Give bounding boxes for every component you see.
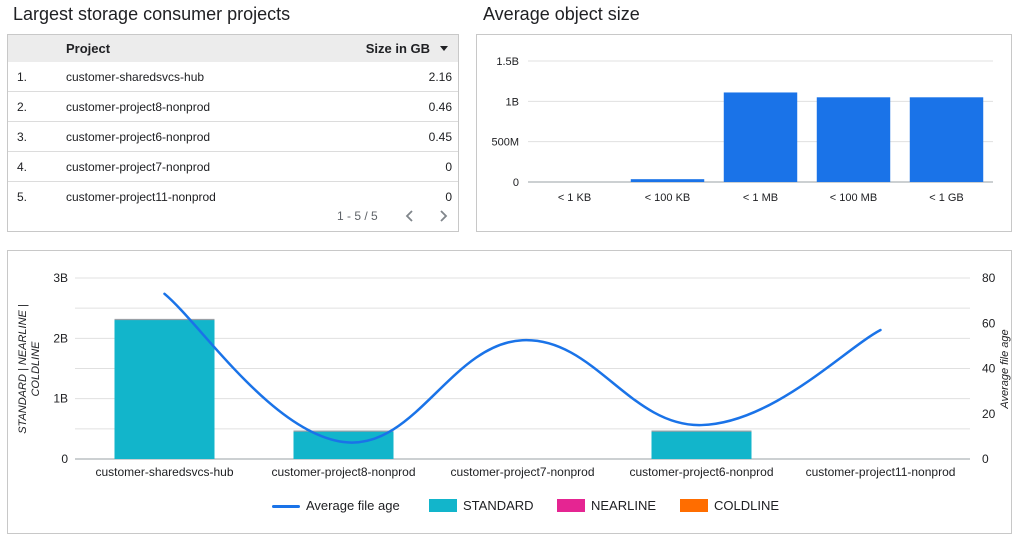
table-row[interactable]: 3. customer-project6-nonprod 0.45 [8, 121, 458, 151]
bar [816, 97, 891, 182]
object-size-chart-card: 0 500M 1B 1.5B < 1 KB < 100 KB < 1 MB < 100 MB <… [476, 34, 1012, 232]
projects-table: Project Size in GB 1. customer-sharedsvcs… [8, 35, 458, 211]
table-body: 1. customer-sharedsvcs-hub 2.16 2. customer-… [8, 62, 458, 211]
y-axis-title: STANDARD | NEARLINE |COLDLINE [17, 304, 42, 434]
chevron-left-icon[interactable] [397, 203, 423, 229]
legend-label: NEARLINE [591, 498, 657, 513]
bar-standard [114, 319, 215, 459]
y-tick-label: 0 [61, 452, 68, 466]
row-size: 0.46 [428, 100, 452, 114]
sort-descending-icon[interactable] [440, 46, 448, 51]
y-tick-label: 3B [53, 271, 68, 285]
x-tick-label: customer-project6-nonprod [629, 465, 773, 479]
projects-panel-title: Largest storage consumer projects [13, 4, 291, 24]
table-row[interactable]: 2. customer-project8-nonprod 0.46 [8, 91, 458, 121]
y2-tick-label: 20 [982, 407, 996, 421]
y-tick-label: 500M [491, 137, 519, 149]
bar [723, 92, 798, 182]
bar-standard [651, 430, 752, 459]
row-project: customer-project6-nonprod [66, 130, 211, 144]
x-tick-label: < 1 KB [558, 192, 591, 204]
table-row[interactable]: 5. customer-project11-nonprod 0 [8, 181, 458, 211]
legend-swatch-coldline [680, 499, 708, 512]
row-index: 4. [17, 160, 28, 174]
column-header-size[interactable]: Size in GB [365, 41, 430, 56]
chart-legend: Average file age STANDARD NEARLINE COLDL… [0, 496, 1012, 516]
row-project: customer-project8-nonprod [66, 100, 211, 114]
row-index: 3. [17, 130, 28, 144]
table-row[interactable]: 1. customer-sharedsvcs-hub 2.16 [8, 62, 458, 91]
y-axis-title-line: STANDARD | NEARLINE | [17, 304, 29, 434]
projects-table-card: Project Size in GB 1. customer-sharedsvcs… [7, 34, 459, 232]
bar [630, 179, 705, 182]
pagination-range: 1 - 5 / 5 [337, 209, 378, 223]
x-tick-label: < 100 KB [645, 192, 691, 204]
object-size-panel-title: Average object size [483, 4, 640, 24]
storage-class-chart: 0 1B 2B 3B 0 20 40 60 80 STANDARD | NEARLINE |COL… [17, 271, 1011, 479]
legend-swatch-line [272, 505, 300, 508]
legend-swatch-standard [429, 499, 457, 512]
y-tick-label: 1B [53, 392, 68, 406]
x-tick-label: < 1 MB [743, 192, 778, 204]
row-index: 2. [17, 100, 28, 114]
y-axis-title-line: COLDLINE [30, 341, 42, 397]
y-tick-label: 2B [53, 331, 68, 345]
x-tick-label: customer-project8-nonprod [271, 465, 415, 479]
legend-label: Average file age [306, 498, 400, 513]
y2-tick-label: 60 [982, 316, 996, 330]
row-size: 2.16 [428, 70, 452, 84]
y2-tick-label: 0 [982, 452, 989, 466]
row-project: customer-sharedsvcs-hub [66, 70, 205, 84]
chevron-right-icon[interactable] [430, 203, 456, 229]
row-size: 0 [445, 190, 452, 204]
x-tick-label: < 1 GB [929, 192, 964, 204]
y2-axis-title: Average file age [999, 329, 1011, 409]
column-header-project[interactable]: Project [66, 41, 111, 56]
row-index: 1. [17, 70, 28, 84]
row-size: 0 [445, 160, 452, 174]
x-tick-label: customer-project7-nonprod [450, 465, 594, 479]
bar [909, 97, 984, 182]
table-row[interactable]: 4. customer-project7-nonprod 0 [8, 151, 458, 181]
row-index: 5. [17, 190, 28, 204]
y-tick-label: 1.5B [496, 56, 519, 68]
x-tick-label: < 100 MB [830, 192, 877, 204]
y2-tick-label: 80 [982, 271, 996, 285]
legend-label: STANDARD [463, 498, 534, 513]
row-project: customer-project11-nonprod [66, 190, 216, 204]
pagination: 1 - 5 / 5 [337, 201, 457, 231]
bar-standard [293, 430, 394, 459]
x-tick-label: customer-sharedsvcs-hub [95, 465, 233, 479]
legend-swatch-nearline [557, 499, 585, 512]
object-size-chart: 0 500M 1B 1.5B < 1 KB < 100 KB < 1 MB < 100 MB <… [491, 56, 993, 204]
storage-class-chart-card: 0 1B 2B 3B 0 20 40 60 80 STANDARD | NEARLINE |COL… [7, 250, 1012, 534]
average-file-age-line [163, 292, 882, 444]
row-project: customer-project7-nonprod [66, 160, 211, 174]
y2-tick-label: 40 [982, 362, 996, 376]
table-header: Project Size in GB [8, 35, 458, 62]
x-tick-label: customer-project11-nonprod [806, 465, 956, 479]
y-tick-label: 1B [506, 96, 519, 108]
y-tick-label: 0 [513, 177, 519, 189]
row-size: 0.45 [428, 130, 452, 144]
legend-label: COLDLINE [714, 498, 780, 513]
